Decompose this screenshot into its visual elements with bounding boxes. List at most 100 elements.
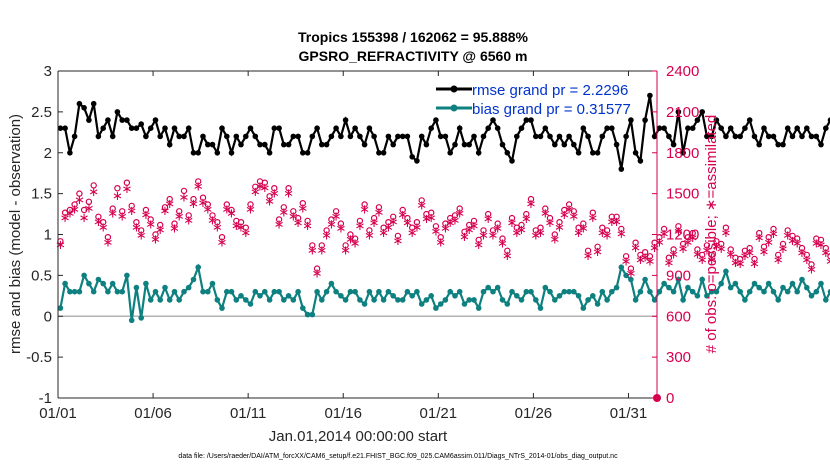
obs-possible-point bbox=[61, 209, 69, 216]
obs-assimilated-point: ∗ bbox=[678, 242, 689, 257]
obs-assimilated-point: ∗ bbox=[797, 246, 808, 261]
x-tick-label: 01/21 bbox=[420, 405, 458, 422]
bias-point bbox=[699, 276, 705, 283]
obs-assimilated-point: ∗ bbox=[469, 219, 480, 234]
rmse-point bbox=[109, 133, 116, 140]
obs-assimilated-point: ∗ bbox=[112, 189, 123, 204]
obs-possible-point bbox=[390, 213, 397, 220]
rmse-point bbox=[590, 150, 596, 156]
bias-point bbox=[780, 284, 786, 291]
legend-rmse-marker bbox=[450, 85, 458, 93]
obs-possible-point bbox=[147, 216, 154, 223]
rmse-point bbox=[471, 133, 477, 140]
rmse-point bbox=[205, 141, 211, 148]
obs-assimilated-point: ∗ bbox=[169, 222, 180, 237]
obs-possible-point bbox=[641, 248, 649, 256]
obs-possible-point bbox=[366, 227, 373, 234]
obs-assimilated-point: ∗ bbox=[825, 254, 830, 269]
obs-assimilated-point: ∗ bbox=[682, 235, 693, 250]
bias-point bbox=[746, 288, 753, 295]
bias-point bbox=[523, 288, 530, 295]
obs-assimilated-point: ∗ bbox=[801, 253, 812, 268]
rmse-point bbox=[300, 150, 306, 156]
rmse-point bbox=[609, 125, 615, 131]
bias-point bbox=[171, 288, 178, 295]
obs-possible-point bbox=[95, 213, 102, 220]
plot-area bbox=[58, 71, 657, 398]
bias-point bbox=[295, 288, 301, 295]
obs-assimilated-point: ∗ bbox=[530, 229, 541, 244]
obs-possible-point bbox=[632, 239, 639, 246]
obs-assimilated-point: ∗ bbox=[340, 244, 351, 259]
bias-point bbox=[789, 280, 796, 287]
bias-point bbox=[109, 280, 116, 287]
bias-point bbox=[333, 288, 339, 295]
obs-assimilated-point: ∗ bbox=[568, 209, 579, 224]
bias-point bbox=[609, 288, 615, 295]
bias-point bbox=[328, 280, 335, 287]
obs-assimilated-point: ∗ bbox=[64, 207, 75, 222]
obs-possible-point bbox=[261, 179, 268, 186]
obs-assimilated-point: ∗ bbox=[392, 234, 403, 249]
obs-assimilated-point: ∗ bbox=[435, 235, 446, 250]
bias-point bbox=[105, 288, 111, 295]
bias-point bbox=[247, 301, 254, 307]
obs-possible-point bbox=[418, 197, 425, 204]
bias-point bbox=[309, 311, 316, 318]
chart-subtitle: GPSRO_REFRACTIVITY @ 6560 m bbox=[299, 48, 528, 64]
bias-point bbox=[433, 305, 439, 311]
rmse-point bbox=[105, 117, 111, 123]
rmse-point bbox=[680, 150, 686, 156]
obs-assimilated-point: ∗ bbox=[312, 267, 323, 282]
bias-point bbox=[281, 297, 287, 303]
obs-assimilated-point: ∗ bbox=[83, 201, 94, 216]
rmse-point bbox=[651, 133, 658, 140]
bias-point bbox=[86, 280, 92, 287]
bias-point bbox=[95, 276, 102, 283]
rmse-point bbox=[328, 133, 335, 140]
obs-assimilated-point: ∗ bbox=[283, 186, 294, 201]
obs-assimilated-point: ∗ bbox=[131, 220, 142, 235]
rmse-point bbox=[285, 141, 292, 148]
rmse-point bbox=[718, 125, 724, 131]
obs-possible-point bbox=[660, 225, 668, 233]
obs-assimilated-point: ∗ bbox=[430, 224, 441, 239]
obs-assimilated-point: ∗ bbox=[583, 249, 594, 264]
obs-assimilated-point: ∗ bbox=[383, 220, 394, 235]
obs-assimilated-point: ∗ bbox=[725, 248, 736, 263]
bias-point bbox=[404, 288, 411, 295]
rmse-point bbox=[433, 117, 439, 123]
rmse-point bbox=[128, 125, 135, 131]
obs-assimilated-point: ∗ bbox=[811, 237, 822, 252]
obs-assimilated-point: ∗ bbox=[445, 216, 456, 231]
obs-assimilated-point: ∗ bbox=[293, 216, 304, 231]
bias-point bbox=[685, 284, 691, 291]
obs-assimilated-point: ∗ bbox=[240, 226, 251, 241]
obs-assimilated-point: ∗ bbox=[231, 219, 242, 234]
obs-assimilated-point: ∗ bbox=[255, 179, 266, 194]
obs-assimilated-point: ∗ bbox=[259, 181, 270, 196]
rmse-point bbox=[357, 133, 363, 140]
obs-possible-point bbox=[337, 220, 345, 227]
rmse-point bbox=[561, 141, 568, 148]
obs-possible-point bbox=[294, 214, 302, 222]
obs-assimilated-point: ∗ bbox=[79, 211, 90, 226]
obs-assimilated-point: ∗ bbox=[326, 218, 337, 233]
rmse-point bbox=[751, 133, 758, 140]
obs-possible-point bbox=[784, 227, 791, 234]
obs-assimilated-point: ∗ bbox=[735, 257, 746, 272]
obs-possible-point bbox=[280, 204, 287, 211]
bias-point bbox=[528, 288, 534, 295]
bias-point bbox=[162, 284, 168, 291]
obs-possible-point bbox=[351, 235, 359, 242]
y-tick-label: -1 bbox=[39, 390, 52, 407]
obs-possible-point bbox=[765, 233, 772, 241]
obs-assimilated-point: ∗ bbox=[573, 226, 584, 241]
obs-possible-point bbox=[504, 247, 511, 254]
obs-assimilated-point: ∗ bbox=[174, 209, 185, 224]
bias-point bbox=[594, 301, 601, 307]
obs-assimilated-point: ∗ bbox=[649, 241, 660, 256]
chart-title: Tropics 155398 / 162062 = 95.888% bbox=[298, 29, 529, 45]
rmse-point bbox=[514, 133, 520, 140]
